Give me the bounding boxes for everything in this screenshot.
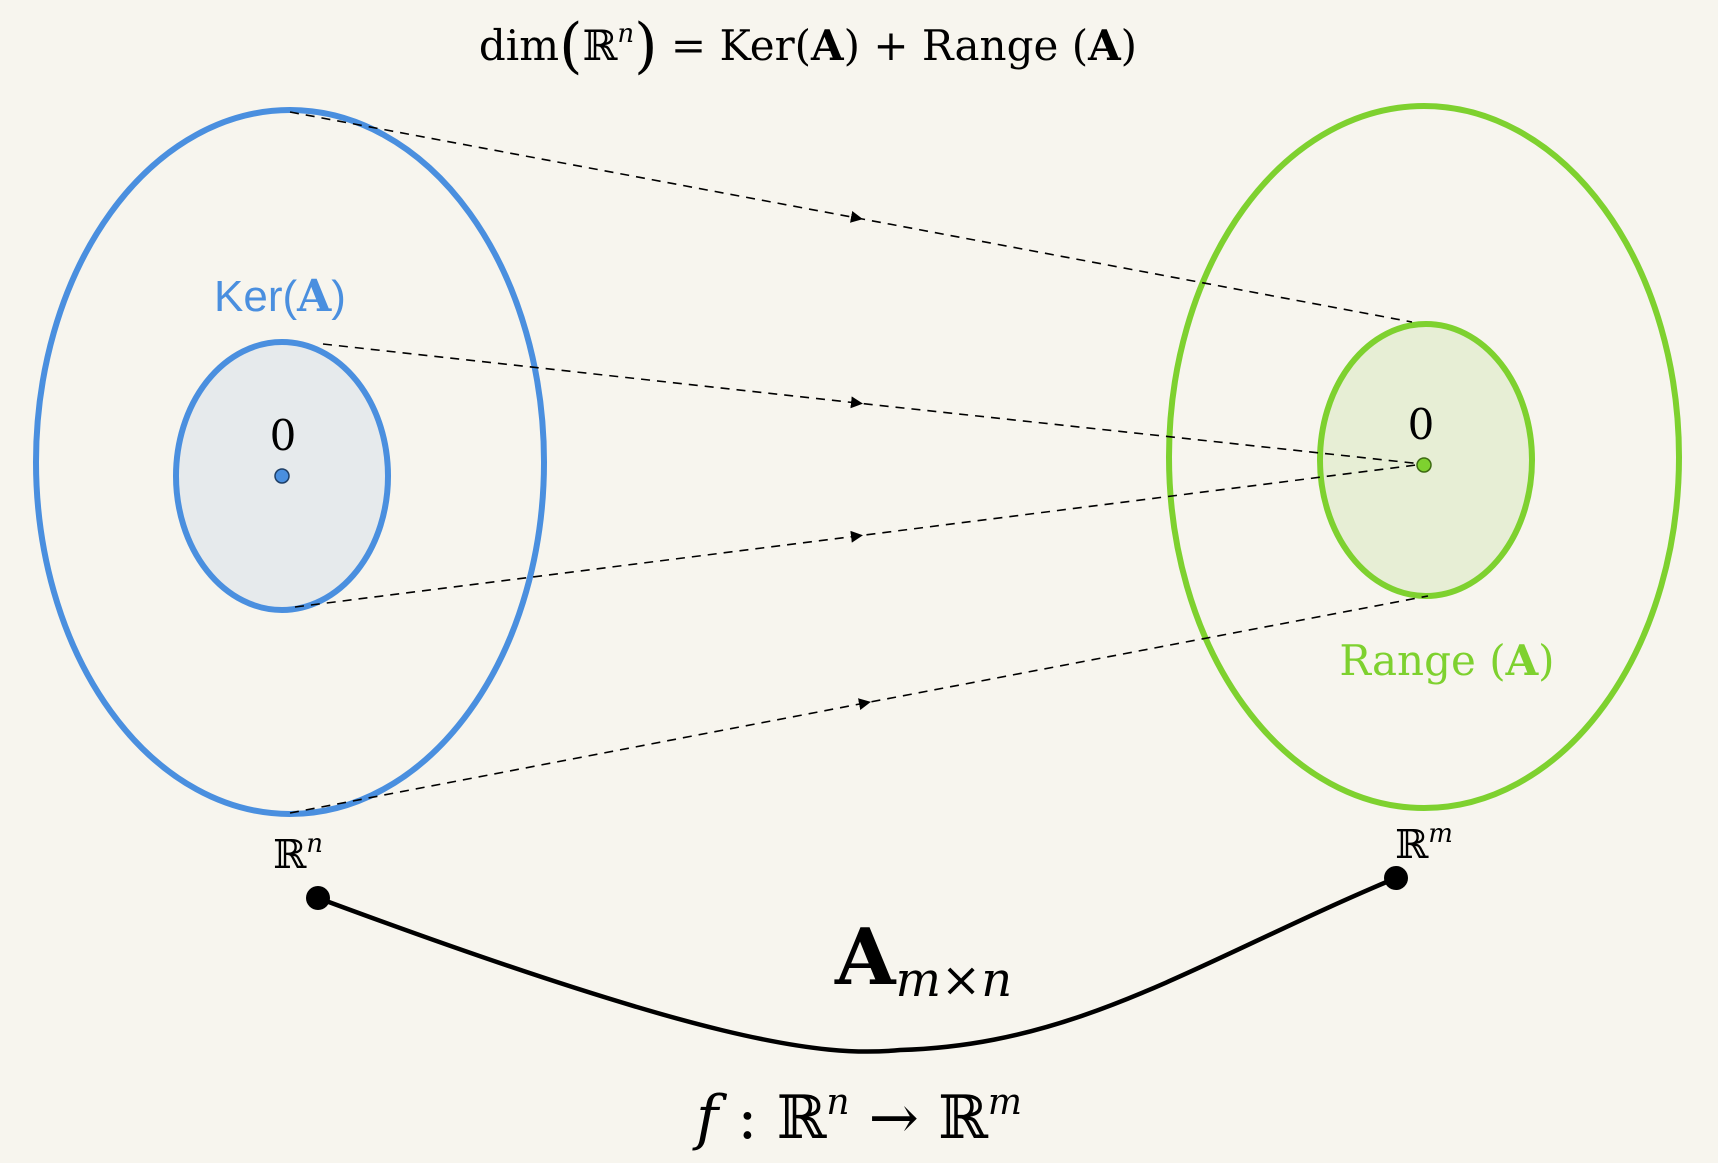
mapping-lines xyxy=(289,111,1429,814)
domain-endpoint xyxy=(306,886,330,910)
matrix-map-curve xyxy=(317,875,1397,1054)
domain-space-ellipse xyxy=(33,107,547,817)
domain-space-label: ℝn xyxy=(273,829,323,878)
title-formula: dim(ℝn) = Ker(A) + Range (A) xyxy=(479,11,1137,81)
kernel-label: Ker(A) xyxy=(214,271,346,322)
function-notation: f : ℝn → ℝm xyxy=(692,1082,1022,1153)
mapping-line-kernel-bottom xyxy=(294,463,1425,608)
kernel-zero-label: 0 xyxy=(270,411,297,460)
matrix-label: Am×n xyxy=(834,912,1012,1008)
mapping-line-bottom xyxy=(289,595,1429,814)
codomain-space-label: ℝm xyxy=(1395,819,1453,868)
mapping-line-top xyxy=(289,111,1413,323)
mapping-line-kernel-top xyxy=(322,343,1423,465)
codomain-space-ellipse xyxy=(1166,103,1682,811)
range-zero-point xyxy=(1416,457,1432,473)
range-label: Range (A) xyxy=(1339,636,1554,685)
kernel-zero-point xyxy=(274,468,290,484)
codomain-endpoint xyxy=(1384,866,1408,890)
range-zero-label: 0 xyxy=(1408,400,1435,449)
